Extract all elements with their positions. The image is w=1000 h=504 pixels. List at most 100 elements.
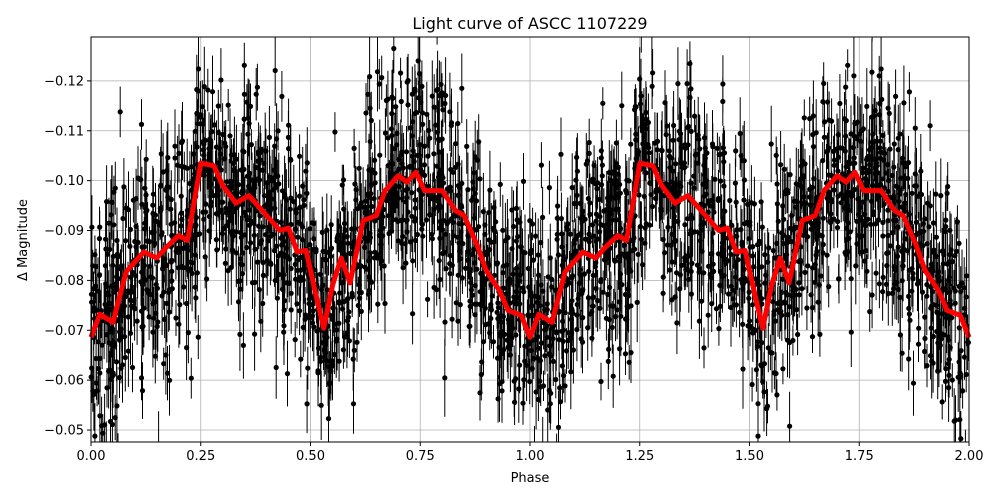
data-point [414, 231, 420, 238]
data-point [711, 268, 717, 274]
data-point [201, 141, 207, 147]
data-point [811, 176, 817, 182]
data-point [354, 339, 360, 345]
data-point [751, 201, 758, 207]
data-point [305, 365, 311, 371]
data-point [734, 233, 740, 239]
data-point [175, 265, 182, 271]
data-point [598, 148, 604, 154]
data-point [762, 252, 768, 258]
data-point [221, 226, 227, 232]
data-point [458, 256, 464, 262]
data-point [770, 299, 776, 305]
data-point [511, 378, 517, 384]
data-point [286, 146, 292, 152]
data-point [161, 361, 167, 367]
data-point [103, 246, 109, 252]
data-point [556, 308, 562, 314]
data-point [891, 141, 897, 147]
data-point [341, 206, 347, 212]
data-point [678, 144, 685, 150]
data-point [528, 293, 534, 299]
data-point [578, 230, 584, 236]
data-point [607, 284, 613, 290]
data-point [213, 237, 219, 243]
data-point [520, 178, 527, 184]
data-point [622, 351, 629, 357]
data-point [192, 252, 198, 258]
data-point [598, 155, 604, 161]
data-point [382, 300, 388, 307]
data-point [310, 308, 316, 314]
data-point [585, 325, 591, 331]
data-point [546, 185, 553, 191]
data-point [702, 145, 708, 151]
data-point [379, 214, 385, 220]
data-point [804, 305, 810, 311]
data-point [587, 234, 593, 241]
data-point [935, 368, 941, 374]
data-point [246, 222, 253, 228]
data-point [573, 248, 579, 254]
data-point [826, 172, 832, 178]
data-point [715, 195, 722, 202]
data-point [747, 318, 753, 324]
data-point [204, 276, 210, 282]
data-point [591, 233, 597, 239]
data-point [733, 199, 739, 205]
data-point [117, 266, 123, 272]
data-point [529, 303, 535, 309]
data-point [745, 323, 751, 329]
data-point [705, 312, 711, 318]
data-point [128, 274, 134, 280]
data-point [153, 310, 159, 316]
data-point [231, 152, 237, 158]
x-tick-label: 1.25 [625, 449, 654, 464]
data-point [272, 174, 278, 180]
data-point [929, 358, 935, 364]
data-point [687, 94, 693, 101]
data-point [532, 293, 538, 299]
observations [88, 37, 972, 442]
data-point [356, 282, 362, 288]
data-point [777, 299, 784, 305]
data-point [782, 299, 788, 305]
data-point [765, 345, 771, 351]
data-point [455, 161, 461, 167]
data-point [435, 86, 441, 92]
data-point [158, 232, 164, 238]
x-tick-label: 1.50 [735, 449, 764, 464]
data-point [307, 242, 313, 248]
data-point [412, 111, 418, 117]
data-point [225, 219, 231, 225]
data-point [395, 238, 401, 244]
data-point [342, 334, 348, 340]
data-point [139, 324, 145, 330]
data-point [264, 180, 270, 186]
data-point [381, 206, 387, 213]
data-point [847, 229, 853, 235]
data-point [336, 320, 342, 326]
data-point [427, 135, 433, 141]
data-point [579, 291, 585, 297]
data-point [746, 289, 752, 295]
data-point [113, 280, 119, 286]
data-point [555, 203, 561, 209]
data-point [615, 254, 622, 260]
data-point [909, 288, 915, 294]
x-tick-label: 0.50 [296, 449, 325, 464]
data-point [161, 289, 167, 295]
data-point [409, 153, 416, 159]
data-point [746, 295, 752, 301]
data-point [952, 300, 958, 306]
data-point [788, 225, 794, 231]
data-point [880, 289, 886, 295]
data-point [149, 275, 156, 281]
data-point [649, 203, 656, 210]
data-point [184, 300, 190, 307]
data-point [513, 332, 519, 338]
data-point [292, 226, 298, 232]
data-point [770, 248, 777, 254]
data-point [407, 239, 413, 245]
data-point [331, 351, 337, 358]
